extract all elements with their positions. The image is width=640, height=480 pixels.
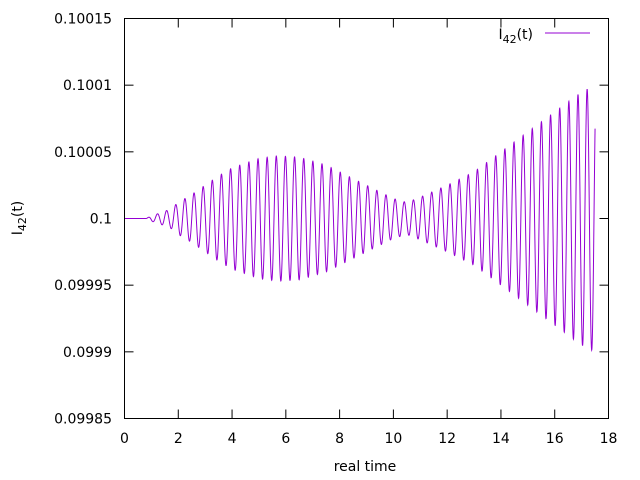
legend-label-rest: (t) bbox=[517, 27, 533, 43]
x-axis-title: real time bbox=[334, 459, 397, 475]
legend-label-base: I bbox=[498, 27, 502, 43]
x-tick-label: 16 bbox=[546, 431, 564, 447]
y-tick-label: 0.1001 bbox=[63, 78, 112, 94]
legend-label-sub: 42 bbox=[503, 33, 517, 46]
x-tick-label: 0 bbox=[120, 431, 129, 447]
y-tick-label: 0.09995 bbox=[54, 278, 112, 294]
x-tick-label: 6 bbox=[281, 431, 290, 447]
tick-labels: 0 2 4 6 8 10 12 14 16 18 0.09985 0.0999 0.09995 0.1 0.… bbox=[54, 12, 617, 448]
y-tick-label: 0.09985 bbox=[54, 412, 112, 428]
x-tick-label: 8 bbox=[335, 431, 344, 447]
y-axis-title-sub: 42 bbox=[16, 217, 29, 231]
series-layer bbox=[124, 88, 596, 353]
series-line bbox=[124, 88, 596, 353]
x-tick-label: 10 bbox=[384, 431, 402, 447]
y-axis-title: I42(t) bbox=[10, 201, 29, 236]
plot-frame bbox=[124, 18, 609, 419]
x-tick-label: 12 bbox=[438, 431, 456, 447]
y-axis-title-base: I bbox=[10, 231, 26, 235]
y-tick-label: 0.10015 bbox=[54, 12, 112, 28]
x-tick-label: 14 bbox=[492, 431, 510, 447]
tick-marks bbox=[124, 18, 609, 419]
y-tick-label: 0.1 bbox=[90, 212, 112, 228]
x-tick-label: 4 bbox=[228, 431, 237, 447]
y-tick-label: 0.0999 bbox=[63, 345, 112, 361]
x-tick-label: 18 bbox=[600, 431, 618, 447]
y-axis-title-rest: (t) bbox=[10, 201, 26, 217]
x-tick-label: 2 bbox=[174, 431, 183, 447]
y-tick-label: 0.10005 bbox=[54, 145, 112, 161]
legend-label: I42(t) bbox=[498, 27, 533, 46]
legend: I42(t) bbox=[498, 27, 590, 46]
